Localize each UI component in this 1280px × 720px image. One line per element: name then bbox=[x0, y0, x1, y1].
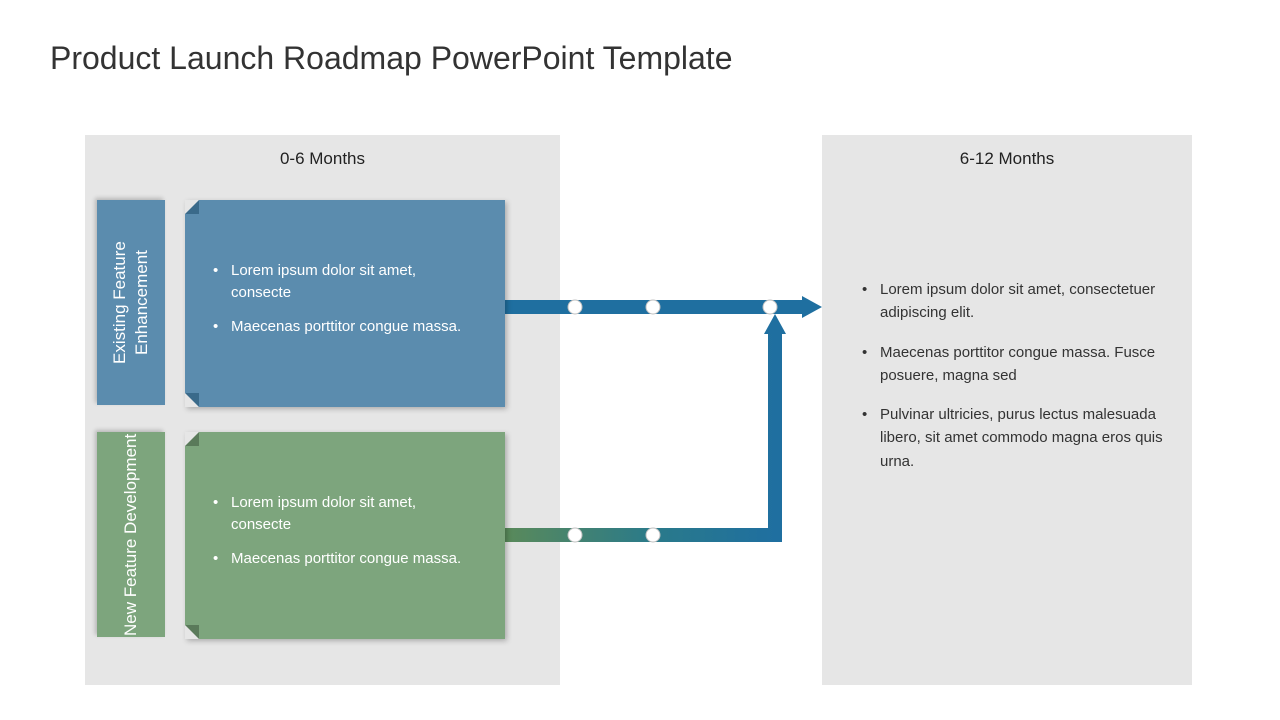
notch-decoration bbox=[185, 200, 199, 214]
notch-decoration bbox=[185, 393, 199, 407]
track2-bullet: Lorem ipsum dolor sit amet, consecte bbox=[213, 492, 477, 536]
track2-content-box: Lorem ipsum dolor sit amet, consecte Mae… bbox=[185, 432, 505, 639]
bottom-arrow-head bbox=[764, 314, 786, 334]
track2-side-label: New Feature Development bbox=[97, 432, 165, 637]
top-arrow-dot bbox=[646, 300, 660, 314]
bottom-arrow-dot bbox=[646, 528, 660, 542]
panel-left-header: 0-6 Months bbox=[85, 135, 560, 183]
notch-decoration bbox=[185, 625, 199, 639]
right-bullet: Lorem ipsum dolor sit amet, consectetuer… bbox=[860, 278, 1170, 325]
track2-bullet: Maecenas porttitor congue massa. bbox=[213, 548, 477, 570]
panel-right-header: 6-12 Months bbox=[822, 135, 1192, 183]
right-bullet: Pulvinar ultricies, purus lectus malesua… bbox=[860, 403, 1170, 473]
top-arrow-head bbox=[802, 296, 822, 318]
top-arrow-dot bbox=[763, 300, 777, 314]
top-arrow-dot bbox=[568, 300, 582, 314]
track1-bullet: Lorem ipsum dolor sit amet, consecte bbox=[213, 260, 477, 304]
right-bullet: Maecenas porttitor congue massa. Fusce p… bbox=[860, 341, 1170, 388]
page-title: Product Launch Roadmap PowerPoint Templa… bbox=[50, 40, 732, 77]
bottom-arrow-dot bbox=[568, 528, 582, 542]
track1-side-label: Existing Feature Enhancement bbox=[97, 200, 165, 405]
notch-decoration bbox=[185, 432, 199, 446]
track1-content-box: Lorem ipsum dolor sit amet, consecte Mae… bbox=[185, 200, 505, 407]
right-panel-bullets: Lorem ipsum dolor sit amet, consectetuer… bbox=[860, 278, 1170, 489]
track1-bullet: Maecenas porttitor congue massa. bbox=[213, 316, 477, 338]
